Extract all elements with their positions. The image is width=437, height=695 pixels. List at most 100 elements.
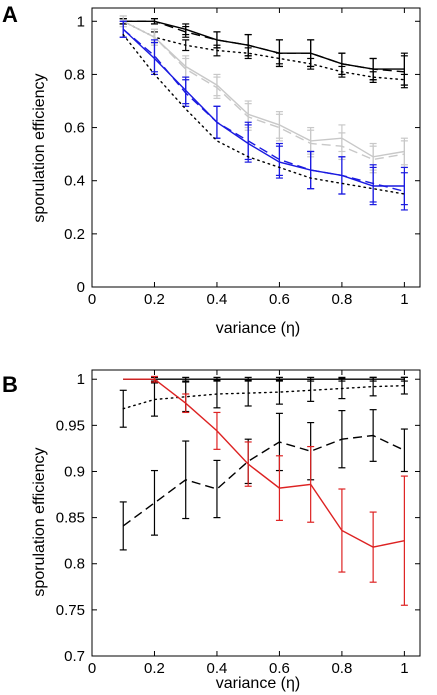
series-line xyxy=(122,385,406,410)
error-bar xyxy=(400,376,408,395)
error-bar xyxy=(400,140,408,169)
error-bar xyxy=(338,65,346,78)
series-b-4 xyxy=(123,375,408,606)
y-tick-label: 0.8 xyxy=(64,66,85,83)
series-line xyxy=(123,378,405,548)
error-bar xyxy=(150,39,158,73)
error-bar xyxy=(369,511,377,583)
x-tick-label: 0.4 xyxy=(207,660,228,677)
panel-a-y-axis-label: sporulation efficiency xyxy=(31,73,48,222)
error-bar xyxy=(369,164,377,203)
y-tick-label: 0 xyxy=(77,279,85,296)
series-line xyxy=(122,434,405,527)
series-line xyxy=(122,28,405,187)
error-bar xyxy=(182,376,190,382)
panel-b-series xyxy=(119,375,408,606)
error-bar xyxy=(213,379,221,409)
panel-b: B 0 0.2 0.4 0.6 0.8 1 0.7 0.75 0.8 0.85 0.9 0.95 1 v… xyxy=(2,369,421,692)
series-line xyxy=(122,28,405,192)
y-tick-label: 0.9 xyxy=(64,463,85,480)
series-a-8 xyxy=(122,33,406,195)
error-bar xyxy=(182,26,190,38)
error-bar xyxy=(213,76,221,99)
y-tick-label: 0.95 xyxy=(56,417,85,434)
error-bar xyxy=(338,377,346,400)
y-tick-label: 0.8 xyxy=(64,556,85,573)
error-bar xyxy=(244,121,252,161)
series-a-5 xyxy=(119,15,408,174)
error-bar xyxy=(182,393,190,414)
series-b-2 xyxy=(119,376,408,428)
error-bar xyxy=(307,378,315,402)
error-bar xyxy=(400,73,408,86)
series-line xyxy=(122,33,406,195)
y-tick-label: 0.85 xyxy=(56,510,85,527)
series-line xyxy=(122,20,405,161)
error-bar xyxy=(369,376,377,397)
x-tick-label: 0 xyxy=(88,660,96,677)
error-bar xyxy=(307,150,315,190)
x-tick-label: 0.6 xyxy=(269,291,290,308)
series-b-1 xyxy=(123,376,408,382)
x-tick-label: 0.8 xyxy=(331,291,352,308)
error-bar xyxy=(213,411,221,450)
y-tick-label: 0.4 xyxy=(64,173,85,190)
x-tick-label: 0.2 xyxy=(144,291,165,308)
panel-b-x-axis-label: variance (η) xyxy=(216,675,300,692)
error-bar xyxy=(338,156,346,195)
y-tick-label: 1 xyxy=(77,371,85,388)
error-bar xyxy=(275,142,283,176)
error-bar xyxy=(275,52,283,65)
error-bar xyxy=(150,375,158,383)
panel-b-axes xyxy=(91,369,421,657)
panel-b-frame xyxy=(91,369,421,657)
y-tick-label: 1 xyxy=(77,13,85,30)
panel-b-letter: B xyxy=(2,372,18,397)
error-bar xyxy=(213,44,221,57)
panel-b-ticks: 0 0.2 0.4 0.6 0.8 1 0.7 0.75 0.8 0.85 0.9 0.95 1 xyxy=(56,370,420,677)
x-tick-label: 0.6 xyxy=(269,660,290,677)
x-tick-label: 0.4 xyxy=(207,291,228,308)
error-bar xyxy=(400,172,408,211)
error-bar xyxy=(400,428,408,473)
y-tick-label: 0.7 xyxy=(64,648,85,665)
error-bar xyxy=(275,113,283,142)
series-b-3 xyxy=(119,409,408,551)
panel-a-series xyxy=(119,15,408,211)
x-tick-label: 1 xyxy=(400,660,408,677)
series-line xyxy=(122,20,405,158)
panel-a: A 0 0.2 0.4 0.6 0.8 1 0 0.2 0.4 0.6 0.8 1 variance … xyxy=(2,2,421,337)
error-bar xyxy=(338,409,346,469)
series-a-7 xyxy=(119,20,408,211)
x-tick-label: 1 xyxy=(400,291,408,308)
error-bar xyxy=(213,105,221,139)
error-bar xyxy=(307,445,315,523)
y-tick-label: 0.2 xyxy=(64,226,85,243)
error-bar xyxy=(400,475,408,606)
panel-a-x-axis-label: variance (η) xyxy=(216,320,300,337)
x-tick-label: 0.2 xyxy=(144,660,165,677)
error-bar xyxy=(119,389,127,428)
error-bar xyxy=(244,47,252,60)
error-bar xyxy=(119,501,127,551)
error-bar xyxy=(307,57,315,70)
panel-a-axes xyxy=(91,7,421,288)
panel-b-y-axis-label: sporulation efficiency xyxy=(31,447,48,596)
error-bar xyxy=(275,455,283,521)
series-a-2 xyxy=(119,18,408,89)
series-line xyxy=(123,20,405,73)
error-bar xyxy=(150,469,158,536)
series-line xyxy=(122,20,406,81)
y-tick-label: 0.75 xyxy=(56,602,85,619)
y-tick-label: 0.6 xyxy=(64,120,85,137)
error-bar xyxy=(275,379,283,405)
panel-a-frame xyxy=(91,7,421,288)
error-bar xyxy=(369,71,377,84)
x-tick-label: 0.8 xyxy=(331,660,352,677)
error-bar xyxy=(244,441,252,487)
error-bar xyxy=(369,409,377,462)
error-bar xyxy=(244,379,252,407)
x-tick-label: 0 xyxy=(88,291,96,308)
error-bar xyxy=(213,459,221,519)
